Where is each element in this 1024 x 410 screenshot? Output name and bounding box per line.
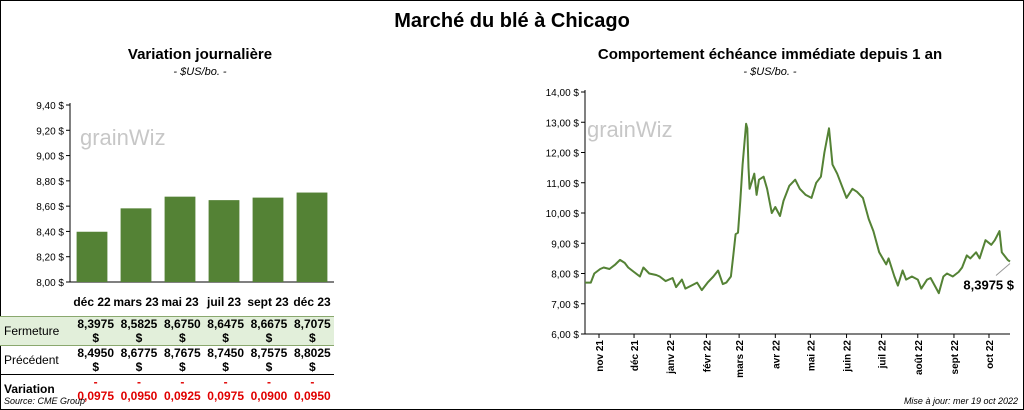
bar-chart-title: Variation journalière [127, 46, 273, 63]
y-tick-label: 8,80 $ [36, 177, 64, 188]
x-tick-label: janv 22 [666, 340, 677, 375]
update-note: Mise à jour: mer 19 oct 2022 [903, 396, 1018, 406]
bar-chart-subtitle: - $US/bo. - [173, 66, 227, 78]
source-note: Source: CME Group [4, 396, 86, 406]
x-tick-label: oct 22 [985, 340, 996, 369]
y-tick-label: 9,20 $ [36, 126, 64, 137]
fermeture-cell: 8,5825 $ [117, 316, 161, 346]
y-tick-label: 8,60 $ [36, 202, 64, 213]
fermeture-cell: 8,3975 $ [74, 316, 118, 346]
bar [296, 192, 328, 282]
last-value-label: 8,3975 $ [963, 277, 1014, 292]
fermeture-cell: 8,7075 $ [290, 316, 334, 346]
precedent-row: Précédent 8,4950 $ 8,6775 $ 8,7675 $ 8,7… [0, 345, 334, 375]
y-tick-label: 7,00 $ [551, 300, 579, 311]
bar [252, 197, 284, 282]
precedent-label: Précédent [0, 345, 74, 375]
variation-cell: - 0,0975 [77, 375, 115, 403]
y-tick-label: 8,40 $ [36, 227, 64, 238]
precedent-cell: 8,7675 $ [160, 345, 204, 375]
line-chart-subtitle: - $US/bo. - [743, 66, 797, 78]
variation-row: Variation - 0,0975 - 0,0950 - 0,0925 - 0… [0, 375, 334, 403]
variation-cell: - 0,0950 [293, 375, 331, 403]
variation-label: Variation [4, 382, 55, 396]
variation-cell: - 0,0900 [250, 375, 288, 403]
x-tick-label: nov 21 [595, 340, 606, 372]
fermeture-cell: 8,6675 $ [247, 316, 291, 346]
y-tick-label: 9,40 $ [36, 101, 64, 112]
y-tick-label: 10,00 $ [546, 209, 580, 220]
y-tick-label: 9,00 $ [551, 239, 579, 250]
x-tick-label: déc 23 [293, 295, 331, 309]
bar [76, 231, 108, 282]
price-line [585, 122, 1011, 295]
bar [208, 200, 240, 282]
watermark-logo: grainWiz [587, 117, 673, 142]
variation-cell: - 0,0950 [120, 375, 158, 403]
last-value-leader [995, 263, 1011, 276]
y-tick-label: 8,20 $ [36, 253, 64, 264]
fermeture-row: Fermeture 8,3975 $ 8,5825 $ 8,6750 $ 8,6… [0, 316, 334, 346]
precedent-cell: 8,7575 $ [247, 345, 291, 375]
x-tick-label: sept 22 [950, 340, 961, 375]
x-tick-label: mars 22 [735, 340, 746, 378]
x-tick-label: mai 23 [161, 295, 199, 309]
y-tick-label: 11,00 $ [546, 179, 579, 190]
y-tick-label: 8,00 $ [36, 278, 64, 289]
values-table: Fermeture 8,3975 $ 8,5825 $ 8,6750 $ 8,6… [0, 316, 334, 403]
fermeture-cell: 8,6750 $ [160, 316, 204, 346]
line-chart-title: Comportement échéance immédiate depuis 1… [597, 46, 943, 63]
x-tick-label: déc 22 [73, 295, 111, 309]
y-tick-label: 6,00 $ [551, 330, 579, 341]
x-tick-label: févr 22 [702, 340, 713, 373]
x-tick-label: juil 22 [878, 340, 889, 370]
y-tick-label: 12,00 $ [546, 149, 580, 160]
x-tick-label: août 22 [914, 340, 925, 375]
x-tick-label: juil 23 [206, 295, 241, 309]
y-tick-label: 8,00 $ [551, 270, 579, 281]
bar [164, 196, 196, 282]
x-tick-label: avr 22 [771, 340, 782, 369]
fermeture-label: Fermeture [0, 316, 74, 346]
bar-chart: grainWiz 8,00 $ 8,20 $ 8,40 $ 8,60 $ 8,80 $ 9,… [36, 101, 334, 309]
precedent-cell: 8,7450 $ [203, 345, 248, 375]
fermeture-cell: 8,6475 $ [203, 316, 248, 346]
precedent-cell: 8,4950 $ [74, 345, 118, 375]
y-tick-label: 14,00 $ [546, 88, 580, 99]
watermark-logo: grainWiz [80, 125, 166, 150]
bar [120, 208, 152, 282]
variation-cell: - 0,0925 [163, 375, 201, 403]
x-tick-label: déc 21 [630, 340, 641, 372]
x-tick-label: mai 22 [806, 340, 817, 372]
x-tick-label: mars 23 [113, 295, 159, 309]
precedent-cell: 8,6775 $ [117, 345, 161, 375]
x-tick-label: sept 23 [247, 295, 289, 309]
x-tick-label: juin 22 [843, 340, 854, 373]
precedent-cell: 8,8025 $ [290, 345, 334, 375]
y-tick-label: 13,00 $ [546, 118, 580, 129]
page-title: Marché du blé à Chicago [394, 10, 630, 32]
line-chart: grainWiz 6,00 $ 7,00 $ 8,00 $ 9,00 $ 10,00 $ 1… [546, 88, 1015, 378]
y-tick-label: 9,00 $ [36, 152, 64, 163]
variation-cell: - 0,0975 [207, 375, 244, 403]
